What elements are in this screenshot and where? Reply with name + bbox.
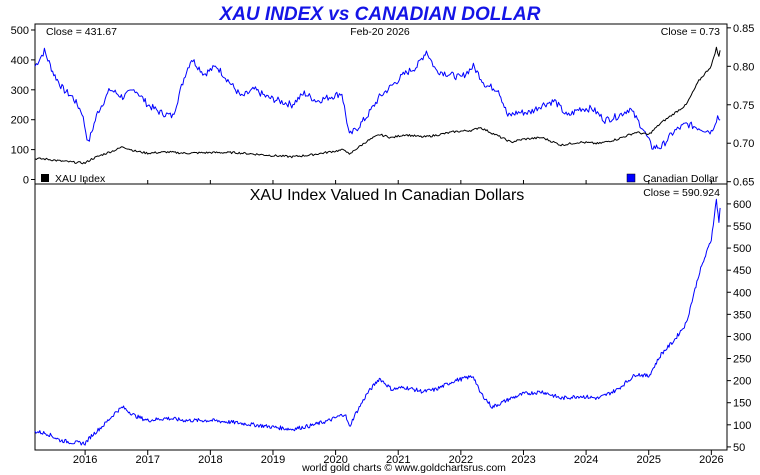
ratio-close-label: Close = 590.924 <box>643 187 720 199</box>
x-tick-label-2022: 2022 <box>449 454 473 466</box>
legend-swatch-xau <box>41 174 49 182</box>
cad-close-label: Close = 0.73 <box>661 26 720 38</box>
axes-layer: 2016 2017 2018 2019 2020 2021 2022 2023 2024 2025… <box>11 23 755 466</box>
bottom-right-tick-label-500: 500 <box>733 243 751 255</box>
x-tick-label-2020: 2020 <box>323 454 347 466</box>
series-line-xau <box>34 46 721 165</box>
x-tick-label-2026: 2026 <box>699 454 723 466</box>
bottom-right-tick-label-50: 50 <box>733 442 745 454</box>
x-tick-label-2023: 2023 <box>511 454 535 466</box>
legend-swatch-cad <box>626 173 636 183</box>
bottom-panel-frame <box>34 183 728 451</box>
bottom-right-tick-label-600: 600 <box>733 199 751 211</box>
legend-label-xau: XAU Index <box>55 173 106 185</box>
footer-credit: world gold charts © www.goldchartsrus.co… <box>301 462 506 474</box>
bottom-right-tick-label-300: 300 <box>733 331 751 343</box>
top-right-tick-label-0.85: 0.85 <box>733 23 754 35</box>
x-tick-label-2025: 2025 <box>636 454 660 466</box>
bottom-right-tick-label-250: 250 <box>733 354 751 366</box>
x-tick-label-2016: 2016 <box>73 454 97 466</box>
top-left-tick-label-400: 400 <box>11 55 29 67</box>
x-tick-label-2021: 2021 <box>386 454 410 466</box>
date-label: Feb-20 2026 <box>350 26 410 38</box>
series-line-ratio <box>34 198 721 446</box>
top-left-tick-label-500: 500 <box>11 25 29 37</box>
series-layer <box>34 46 721 446</box>
top-right-tick-label-0.7: 0.70 <box>733 138 754 150</box>
x-tick-label-2017: 2017 <box>135 454 159 466</box>
top-left-tick-label-300: 300 <box>11 85 29 97</box>
top-panel-frame <box>34 23 728 185</box>
legend-label-cad: Canadian Dollar <box>643 173 719 185</box>
bottom-right-tick-label-450: 450 <box>733 265 751 277</box>
bottom-right-tick-label-400: 400 <box>733 287 751 299</box>
x-tick-label-2018: 2018 <box>198 454 222 466</box>
top-right-tick-label-0.8: 0.80 <box>733 61 754 73</box>
x-tick-label-2024: 2024 <box>574 454 598 466</box>
bottom-right-tick-label-550: 550 <box>733 221 751 233</box>
top-right-tick-label-0.65: 0.65 <box>733 177 754 189</box>
chart-title: XAU INDEX vs CANADIAN DOLLAR <box>219 4 541 25</box>
top-left-tick-label-200: 200 <box>11 115 29 127</box>
bottom-right-tick-label-150: 150 <box>733 398 751 410</box>
bottom-right-tick-label-100: 100 <box>733 420 751 432</box>
top-left-tick-label-0: 0 <box>23 175 29 187</box>
series-line-cad <box>34 47 721 150</box>
bottom-panel-title: XAU Index Valued In Canadian Dollars <box>250 187 525 204</box>
top-left-tick-label-100: 100 <box>11 145 29 157</box>
bottom-right-tick-label-200: 200 <box>733 376 751 388</box>
bottom-right-tick-label-350: 350 <box>733 309 751 321</box>
x-tick-label-2019: 2019 <box>261 454 285 466</box>
top-right-tick-label-0.75: 0.75 <box>733 100 754 112</box>
xau-close-label: Close = 431.67 <box>46 26 117 38</box>
